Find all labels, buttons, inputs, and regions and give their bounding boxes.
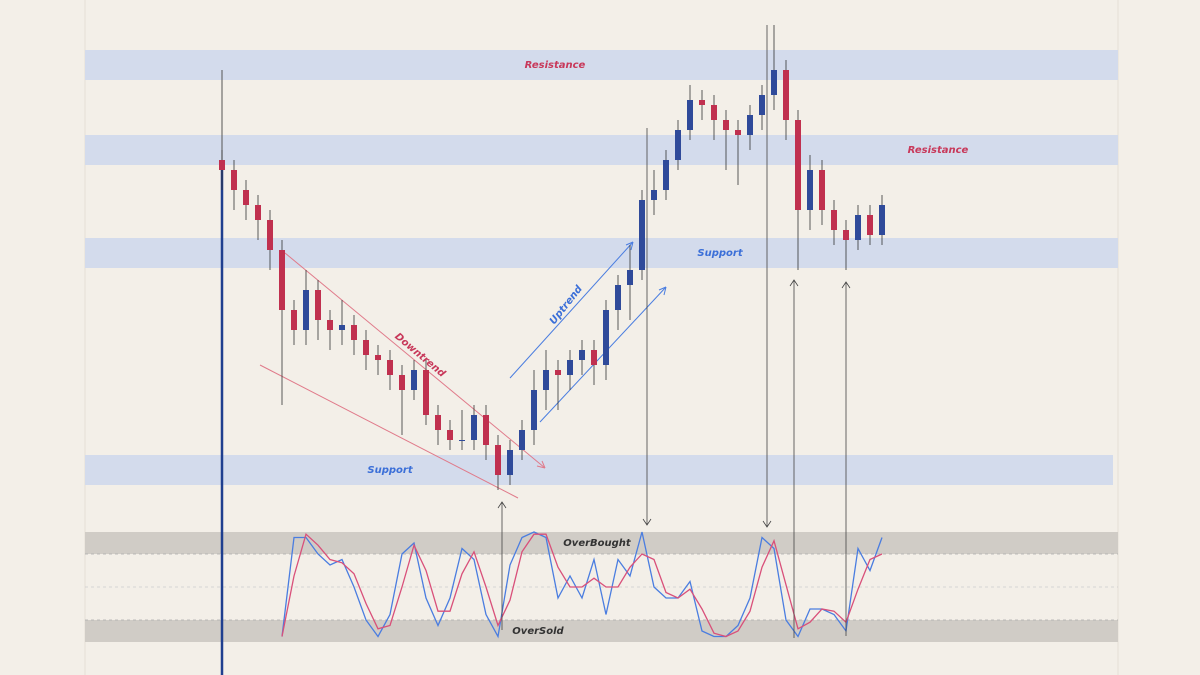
candle-body: [483, 415, 489, 445]
candle-body: [459, 440, 465, 441]
arrow: [762, 25, 772, 528]
arrow: [789, 279, 799, 638]
oscillator-line: [281, 533, 883, 638]
candle-body: [555, 370, 561, 375]
zone-label: Resistance: [525, 60, 586, 71]
candle-body: [711, 105, 717, 120]
downtrend-channel: [259, 252, 546, 499]
trend-line: [259, 364, 519, 499]
oversold-zone: [85, 620, 1118, 642]
candle-body: [495, 445, 501, 475]
overbought-zone: [85, 532, 1118, 554]
candle-body: [591, 350, 597, 365]
arrows: [497, 25, 851, 638]
zone-label: Resistance: [908, 145, 969, 156]
zone-label: Support: [697, 248, 743, 259]
candle-body: [231, 170, 237, 190]
candle-body: [699, 100, 705, 105]
candle-body: [507, 450, 513, 475]
candle-body: [879, 205, 885, 235]
arrow-head: [625, 241, 667, 296]
candle-body: [531, 390, 537, 430]
candle-body: [675, 130, 681, 160]
zone-label: Support: [367, 465, 413, 476]
candle-body: [435, 415, 441, 430]
zone: [85, 50, 1118, 80]
candles: [219, 25, 885, 490]
candle-body: [423, 370, 429, 415]
candle-body: [279, 250, 285, 310]
candle-body: [267, 220, 273, 250]
candle-body: [639, 200, 645, 270]
candle-body: [855, 215, 861, 240]
trend-line: [509, 241, 634, 379]
zone: [85, 135, 1118, 165]
candle-body: [747, 115, 753, 135]
candle-body: [387, 360, 393, 375]
oscillator-line: [281, 531, 883, 639]
candle-body: [447, 430, 453, 440]
candle-body: [243, 190, 249, 205]
candle-body: [687, 100, 693, 130]
candle-body: [219, 160, 225, 170]
candle-body: [519, 430, 525, 450]
candle-body: [807, 170, 813, 210]
candle-body: [843, 230, 849, 240]
candle-body: [819, 170, 825, 210]
candle-body: [795, 120, 801, 210]
arrow: [497, 501, 507, 630]
candle-body: [399, 375, 405, 390]
candle-body: [627, 270, 633, 285]
candle-body: [735, 130, 741, 135]
candle-body: [411, 370, 417, 390]
candle-body: [615, 285, 621, 310]
candle-body: [867, 215, 873, 235]
candle-body: [783, 70, 789, 120]
candle-body: [651, 190, 657, 200]
oscillator: OverBought OverSold: [85, 531, 1118, 642]
candle-body: [831, 210, 837, 230]
trend-line: [284, 252, 546, 469]
candle-body: [471, 415, 477, 440]
candle-body: [363, 340, 369, 355]
overbought-label: OverBought: [563, 538, 632, 549]
arrow: [642, 128, 652, 526]
candle-body: [375, 355, 381, 360]
arrow-head: [536, 460, 546, 469]
candle-body: [723, 120, 729, 130]
candle-body: [579, 350, 585, 360]
arrow: [841, 281, 851, 636]
candle-body: [255, 205, 261, 220]
candle-body: [291, 310, 297, 330]
zones: Resistance Resistance Support Support: [85, 50, 1118, 485]
zone: [85, 455, 1113, 485]
candle-body: [543, 370, 549, 390]
oversold-label: OverSold: [512, 626, 564, 637]
candle-body: [771, 70, 777, 95]
candle-body: [303, 290, 309, 330]
candle-body: [351, 325, 357, 340]
zone: [85, 238, 1118, 268]
candle-body: [663, 160, 669, 190]
candle-body: [759, 95, 765, 115]
candle-body: [603, 310, 609, 365]
candle-body: [315, 290, 321, 320]
candle-body: [327, 320, 333, 330]
candle-body: [339, 325, 345, 330]
candle-body: [567, 360, 573, 375]
